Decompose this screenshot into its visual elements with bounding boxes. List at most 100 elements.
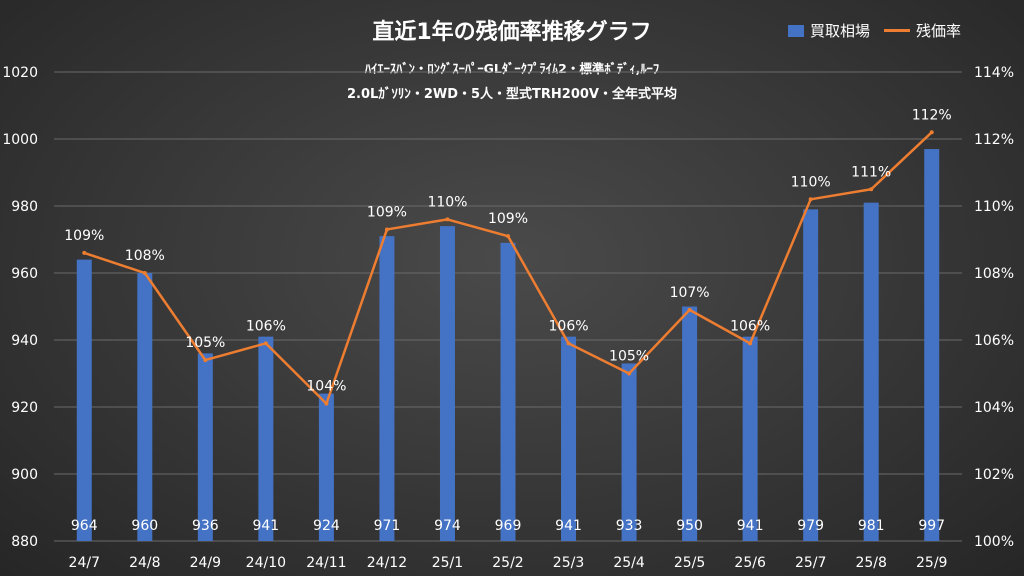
line-value-label: 106% xyxy=(246,318,286,334)
bar-value-label: 979 xyxy=(797,518,824,534)
bar xyxy=(561,336,577,541)
line-value-label: 111% xyxy=(851,164,891,180)
right-axis-tick-label: 102% xyxy=(974,467,1014,483)
bar-value-label: 981 xyxy=(858,518,885,534)
bar-series: 964 960 936 941 924 971 974 969 941 933 950 941 979 9… xyxy=(71,149,945,542)
bar xyxy=(76,259,92,541)
line-point xyxy=(627,371,632,376)
line-value-label: 109% xyxy=(367,204,407,220)
line-point xyxy=(748,341,753,346)
line-value-label: 105% xyxy=(185,335,225,351)
bar-value-label: 941 xyxy=(555,518,582,534)
bar-value-label: 924 xyxy=(313,518,340,534)
x-axis-tick-label: 25/1 xyxy=(432,555,463,571)
bar xyxy=(742,336,758,541)
x-axis-tick-label: 24/9 xyxy=(190,555,221,571)
line-point xyxy=(808,197,813,202)
bar xyxy=(621,363,637,541)
line-series: 109% 108% 105% 106% 104% 109% 110% 109% 106% 105%… xyxy=(64,107,952,406)
x-axis-tick-label: 25/9 xyxy=(916,555,947,571)
x-axis-tick-label: 25/5 xyxy=(674,555,705,571)
x-axis-tick-label: 24/8 xyxy=(129,555,160,571)
left-axis: 880 900 920 940 960 980 1000 1020 xyxy=(2,65,38,550)
x-axis-tick-label: 24/7 xyxy=(69,555,100,571)
bar xyxy=(379,236,395,541)
line-point xyxy=(263,341,268,346)
bar xyxy=(803,209,819,541)
right-axis: 100% 102% 104% 106% 108% 110% 112% 114% xyxy=(974,65,1014,550)
x-axis-tick-label: 25/2 xyxy=(492,555,523,571)
bar-value-label: 969 xyxy=(495,518,522,534)
chart-title: 直近1年の残価率推移グラフ xyxy=(372,20,652,45)
line-value-label: 106% xyxy=(730,318,770,334)
right-axis-tick-label: 112% xyxy=(974,132,1014,148)
x-axis-tick-label: 25/4 xyxy=(613,555,645,571)
right-axis-tick-label: 106% xyxy=(974,333,1014,349)
x-axis-tick-label: 25/3 xyxy=(553,555,584,571)
x-axis-tick-label: 24/11 xyxy=(306,555,346,571)
bar xyxy=(682,306,698,541)
left-axis-tick-label: 980 xyxy=(11,199,38,215)
line-point xyxy=(687,307,692,312)
line-point xyxy=(142,271,147,275)
line-value-label: 112% xyxy=(912,107,952,123)
line-value-label: 105% xyxy=(609,349,649,365)
bar-value-label: 974 xyxy=(434,518,461,534)
x-axis: 24/7 24/8 24/9 24/10 24/11 24/12 25/1 25/2 25/3 2… xyxy=(69,555,948,571)
line-point xyxy=(384,227,389,232)
legend-bar-swatch xyxy=(788,24,804,37)
bar xyxy=(439,226,455,541)
line-value-label: 109% xyxy=(488,211,528,227)
line-point xyxy=(506,234,510,239)
bar xyxy=(318,393,334,541)
x-axis-tick-label: 25/6 xyxy=(734,555,766,571)
bar xyxy=(924,149,940,542)
bar-value-label: 971 xyxy=(374,518,401,534)
left-axis-tick-label: 940 xyxy=(11,333,38,349)
right-axis-tick-label: 114% xyxy=(974,65,1014,81)
bar-value-label: 941 xyxy=(252,518,279,534)
legend-line-swatch xyxy=(884,29,911,32)
line-point xyxy=(82,250,87,255)
bar-value-label: 936 xyxy=(192,518,219,534)
line-value-label: 108% xyxy=(125,248,165,264)
line-point xyxy=(324,401,329,406)
line-value-label: 107% xyxy=(670,285,710,301)
line-point xyxy=(566,341,571,346)
left-axis-tick-label: 1020 xyxy=(2,65,38,81)
legend-line-label: 残価率 xyxy=(916,22,962,40)
left-axis-tick-label: 880 xyxy=(11,534,38,550)
left-axis-tick-label: 1000 xyxy=(2,132,38,148)
line-point xyxy=(869,187,874,192)
bar-value-label: 941 xyxy=(737,518,764,534)
right-axis-tick-label: 100% xyxy=(974,534,1014,550)
right-axis-tick-label: 110% xyxy=(974,199,1014,215)
line-point xyxy=(929,130,934,135)
x-axis-tick-label: 24/12 xyxy=(367,555,407,571)
x-axis-tick-label: 25/8 xyxy=(855,555,886,571)
x-axis-tick-label: 24/10 xyxy=(246,555,286,571)
bar-value-label: 960 xyxy=(131,518,158,534)
line-point xyxy=(445,217,450,222)
bar-value-label: 933 xyxy=(616,518,643,534)
bar xyxy=(500,242,516,541)
line-value-label: 104% xyxy=(306,379,346,395)
line-value-label: 110% xyxy=(427,194,467,210)
bar-value-label: 997 xyxy=(918,518,945,534)
x-axis-tick-label: 25/7 xyxy=(795,555,826,571)
line-point xyxy=(203,358,208,363)
line-value-label: 106% xyxy=(549,318,589,334)
left-axis-tick-label: 920 xyxy=(11,400,38,416)
left-axis-tick-label: 900 xyxy=(11,467,38,483)
chart-legend: 買取相場 残価率 xyxy=(788,20,961,41)
bar xyxy=(258,336,274,541)
chart-subtitle-line2: 2.0Lｶﾞｿﾘﾝ・2WD・5人・型式TRH200V・全年式平均 xyxy=(347,87,677,102)
bar-value-label: 964 xyxy=(71,518,98,534)
line-value-label: 110% xyxy=(791,174,831,190)
bar xyxy=(863,202,879,541)
line-value-label: 109% xyxy=(64,228,104,244)
legend-bar-label: 買取相場 xyxy=(810,22,871,40)
bar xyxy=(137,273,153,541)
